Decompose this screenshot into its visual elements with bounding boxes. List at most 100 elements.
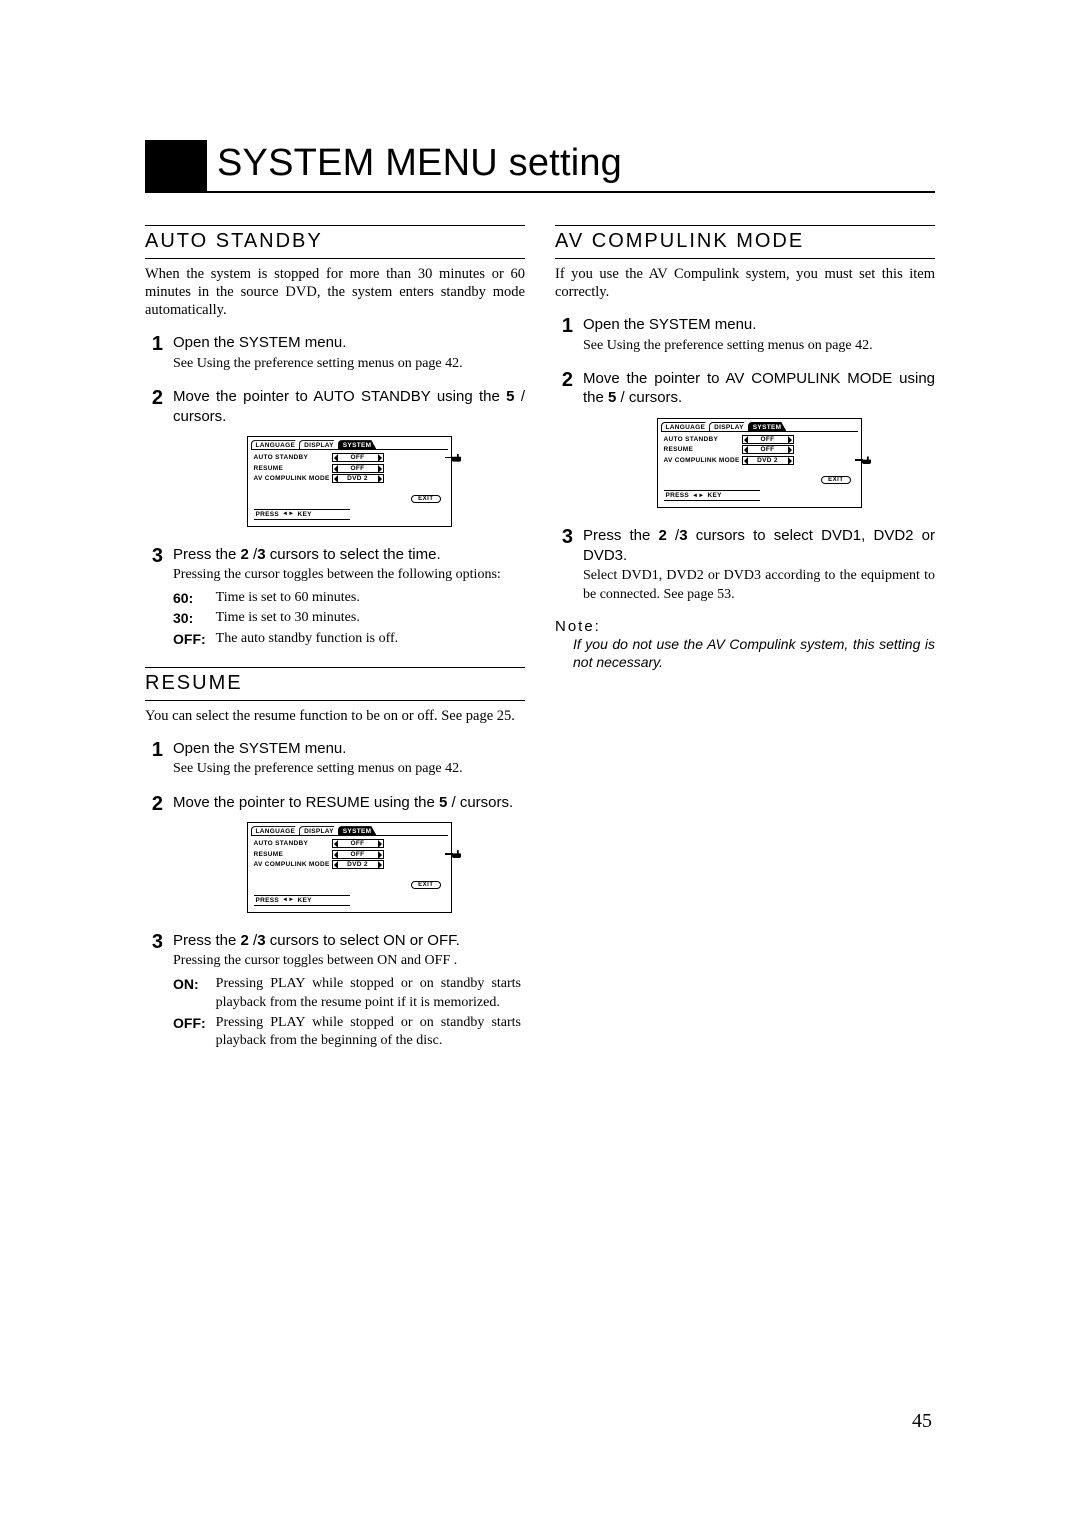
section-heading: AV COMPULINK MODE: [555, 230, 935, 253]
menu-row-label: RESUME: [254, 465, 332, 472]
menu-tab: LANGUAGE: [661, 422, 711, 431]
section-intro: When the system is stopped for more than…: [145, 265, 525, 319]
section-heading: RESUME: [145, 672, 525, 695]
pointer-hand-icon: [445, 848, 463, 860]
option-desc: Time is set to 60 minutes.: [216, 588, 403, 608]
note-label: Note:: [555, 618, 935, 635]
menu-row-label: RESUME: [254, 851, 332, 858]
menu-footer: PRESS◄►KEY: [254, 509, 350, 520]
divider: [555, 225, 935, 226]
menu-tab: DISPLAY: [709, 422, 749, 431]
options-table: ON:Pressing PLAY while stopped or on sta…: [173, 974, 525, 1051]
option-desc: The auto standby function is off.: [216, 629, 403, 649]
text: Move the pointer to AUTO STANDBY using t…: [173, 388, 506, 405]
menu-tab: LANGUAGE: [251, 440, 301, 449]
step-number: 2: [145, 793, 163, 917]
option-key: OFF:: [173, 1013, 216, 1051]
section-av-compulink: AV COMPULINK MODE If you use the AV Comp…: [555, 225, 935, 671]
menu-row-value: DVD 2: [332, 474, 384, 483]
menu-row-value: OFF: [742, 435, 794, 444]
step-item: 1 Open the SYSTEM menu. See Using the pr…: [145, 739, 525, 779]
menu-row-value: DVD 2: [332, 860, 384, 869]
text: cursors to select the time.: [266, 546, 441, 563]
step-item: 3 Press the 2 /3 cursors to select the t…: [145, 545, 525, 649]
option-desc: Pressing PLAY while stopped or on standb…: [216, 1013, 525, 1051]
step-heading: Open the SYSTEM menu.: [583, 315, 935, 335]
divider: [555, 258, 935, 259]
page-title-bar: SYSTEM MENU setting: [145, 140, 935, 193]
menu-exit: EXIT: [411, 881, 440, 889]
section-resume: RESUME You can select the resume functio…: [145, 667, 525, 1051]
step-item: 2 Move the pointer to RESUME using the 5…: [145, 793, 525, 917]
menu-row-value: OFF: [332, 839, 384, 848]
divider: [145, 700, 525, 701]
menu-diagram: LANGUAGEDISPLAYSYSTEMAUTO STANDBYOFFRESU…: [173, 436, 525, 527]
menu-diagram: LANGUAGEDISPLAYSYSTEM AUTO STANDBYOFFRESU…: [583, 418, 935, 509]
note-body: If you do not use the AV Compulink syste…: [555, 635, 935, 671]
menu-screenshot: LANGUAGEDISPLAYSYSTEM AUTO STANDBYOFFRESU…: [657, 418, 862, 509]
menu-row-label: AV COMPULINK MODE: [254, 861, 332, 868]
menu-tab: SYSTEM: [748, 422, 787, 431]
cursor-key: 5: [506, 388, 514, 405]
step-heading: Open the SYSTEM menu.: [173, 739, 525, 759]
menu-row-value: OFF: [332, 850, 384, 859]
step-heading: Press the 2 /3 cursors to select ON or O…: [173, 931, 525, 951]
step-subtext: See Using the preference setting menus o…: [583, 337, 935, 355]
cursor-key: 2: [659, 527, 667, 544]
page-number: 45: [912, 1410, 932, 1433]
section-intro: You can select the resume function to be…: [145, 707, 525, 725]
step-subtext: Pressing the cursor toggles between ON a…: [173, 952, 525, 970]
section-intro: If you use the AV Compulink system, you …: [555, 265, 935, 301]
step-number: 2: [145, 387, 163, 531]
step-number: 1: [145, 739, 163, 779]
step-item: 3 Press the 2 /3 cursors to select ON or…: [145, 931, 525, 1051]
step-heading: Press the 2 /3 cursors to select DVD1, D…: [583, 526, 935, 565]
text: Press the: [173, 546, 241, 563]
step-heading: Move the pointer to RESUME using the 5 /…: [173, 793, 525, 813]
step-heading: Move the pointer to AUTO STANDBY using t…: [173, 387, 525, 426]
menu-tab: DISPLAY: [299, 826, 339, 835]
step-heading: Press the 2 /3 cursors to select the tim…: [173, 545, 525, 565]
menu-row-label: AV COMPULINK MODE: [254, 475, 332, 482]
step-number: 3: [145, 545, 163, 649]
cursor-key: 2: [241, 546, 249, 563]
options-table: 60:Time is set to 60 minutes.30:Time is …: [173, 588, 402, 649]
divider: [145, 258, 525, 259]
step-item: 1 Open the SYSTEM menu. See Using the pr…: [145, 333, 525, 373]
menu-row-label: RESUME: [664, 446, 742, 453]
pointer-hand-icon: [855, 454, 873, 466]
cursor-key: 2: [241, 932, 249, 949]
menu-row-label: AUTO STANDBY: [664, 436, 742, 443]
page-title: SYSTEM MENU setting: [207, 140, 622, 191]
step-heading: Move the pointer to AV COMPULINK MODE us…: [583, 369, 935, 408]
step-item: 2 Move the pointer to AUTO STANDBY using…: [145, 387, 525, 531]
step-number: 1: [555, 315, 573, 355]
option-desc: Pressing PLAY while stopped or on standb…: [216, 974, 525, 1012]
step-number: 3: [555, 526, 573, 603]
menu-tab: SYSTEM: [338, 440, 377, 449]
divider: [145, 667, 525, 668]
option-key: 30:: [173, 608, 216, 628]
step-subtext: Select DVD1, DVD2 or DVD3 according to t…: [583, 567, 935, 603]
menu-screenshot: LANGUAGEDISPLAYSYSTEMAUTO STANDBYOFFRESU…: [247, 822, 452, 913]
step-item: 1 Open the SYSTEM menu. See Using the pr…: [555, 315, 935, 355]
cursor-key: 3: [257, 546, 265, 563]
menu-exit: EXIT: [411, 495, 440, 503]
cursor-key: 3: [257, 932, 265, 949]
cursor-key: 3: [679, 527, 687, 544]
step-number: 1: [145, 333, 163, 373]
step-subtext: See Using the preference setting menus o…: [173, 760, 525, 778]
option-desc: Time is set to 30 minutes.: [216, 608, 403, 628]
step-number: 2: [555, 369, 573, 513]
section-auto-standby: AUTO STANDBY When the system is stopped …: [145, 225, 525, 649]
menu-exit: EXIT: [821, 476, 850, 484]
text: Press the: [583, 527, 659, 544]
menu-row-label: AUTO STANDBY: [254, 840, 332, 847]
text: /: [249, 546, 257, 563]
menu-footer: PRESS◄►KEY: [254, 895, 350, 906]
menu-row-value: OFF: [742, 445, 794, 454]
step-item: 2 Move the pointer to AV COMPULINK MODE …: [555, 369, 935, 513]
menu-row-value: OFF: [332, 464, 384, 473]
divider: [145, 225, 525, 226]
menu-tab: SYSTEM: [338, 826, 377, 835]
